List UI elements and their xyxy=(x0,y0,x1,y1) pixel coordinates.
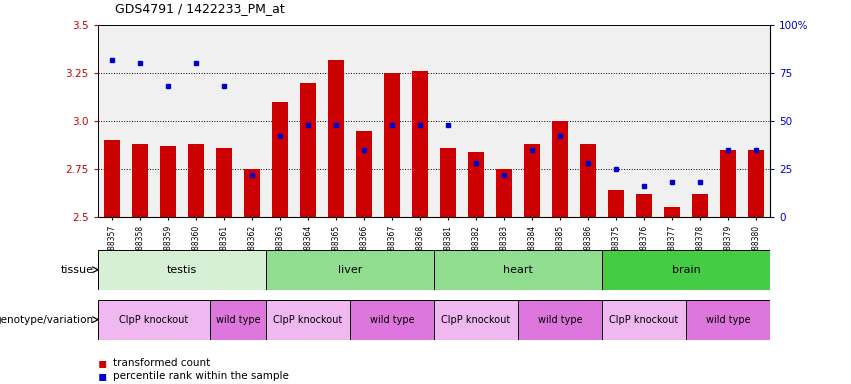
Text: ▪: ▪ xyxy=(98,369,107,382)
Text: wild type: wild type xyxy=(215,314,260,325)
Bar xyxy=(496,169,511,217)
Bar xyxy=(266,300,350,340)
Text: brain: brain xyxy=(671,265,700,275)
Bar xyxy=(608,190,624,217)
Bar xyxy=(602,300,686,340)
Text: transformed count: transformed count xyxy=(113,358,210,368)
Text: wild type: wild type xyxy=(705,314,751,325)
Bar xyxy=(524,144,540,217)
Text: GDS4791 / 1422233_PM_at: GDS4791 / 1422233_PM_at xyxy=(115,2,284,15)
Bar xyxy=(748,150,764,217)
Text: wild type: wild type xyxy=(369,314,414,325)
Bar xyxy=(188,144,203,217)
Bar xyxy=(98,300,210,340)
Bar xyxy=(693,194,708,217)
Bar xyxy=(132,144,147,217)
Bar xyxy=(434,300,518,340)
Text: testis: testis xyxy=(167,265,197,275)
Text: genotype/variation: genotype/variation xyxy=(0,314,94,325)
Bar xyxy=(412,71,428,217)
Bar xyxy=(300,83,316,217)
Bar xyxy=(244,169,260,217)
Bar xyxy=(552,121,568,217)
Bar xyxy=(602,250,770,290)
Bar xyxy=(266,250,434,290)
Bar xyxy=(104,140,120,217)
Bar xyxy=(440,148,456,217)
Bar xyxy=(518,300,602,340)
Bar xyxy=(665,207,680,217)
Bar xyxy=(385,73,400,217)
Bar xyxy=(350,300,434,340)
Text: wild type: wild type xyxy=(538,314,582,325)
Bar xyxy=(357,131,372,217)
Bar xyxy=(434,250,602,290)
Bar xyxy=(328,60,344,217)
Bar xyxy=(468,152,483,217)
Text: tissue: tissue xyxy=(60,265,94,275)
Bar xyxy=(160,146,175,217)
Text: ▪: ▪ xyxy=(98,356,107,370)
Bar xyxy=(98,250,266,290)
Bar xyxy=(686,300,770,340)
Text: percentile rank within the sample: percentile rank within the sample xyxy=(113,371,289,381)
Text: ClpP knockout: ClpP knockout xyxy=(273,314,343,325)
Text: ClpP knockout: ClpP knockout xyxy=(442,314,511,325)
Bar xyxy=(637,194,652,217)
Text: liver: liver xyxy=(338,265,363,275)
Bar xyxy=(580,144,596,217)
Text: heart: heart xyxy=(503,265,533,275)
Text: ClpP knockout: ClpP knockout xyxy=(119,314,189,325)
Bar xyxy=(272,102,288,217)
Bar xyxy=(721,150,736,217)
Text: ClpP knockout: ClpP knockout xyxy=(609,314,679,325)
Bar xyxy=(210,300,266,340)
Bar xyxy=(216,148,231,217)
